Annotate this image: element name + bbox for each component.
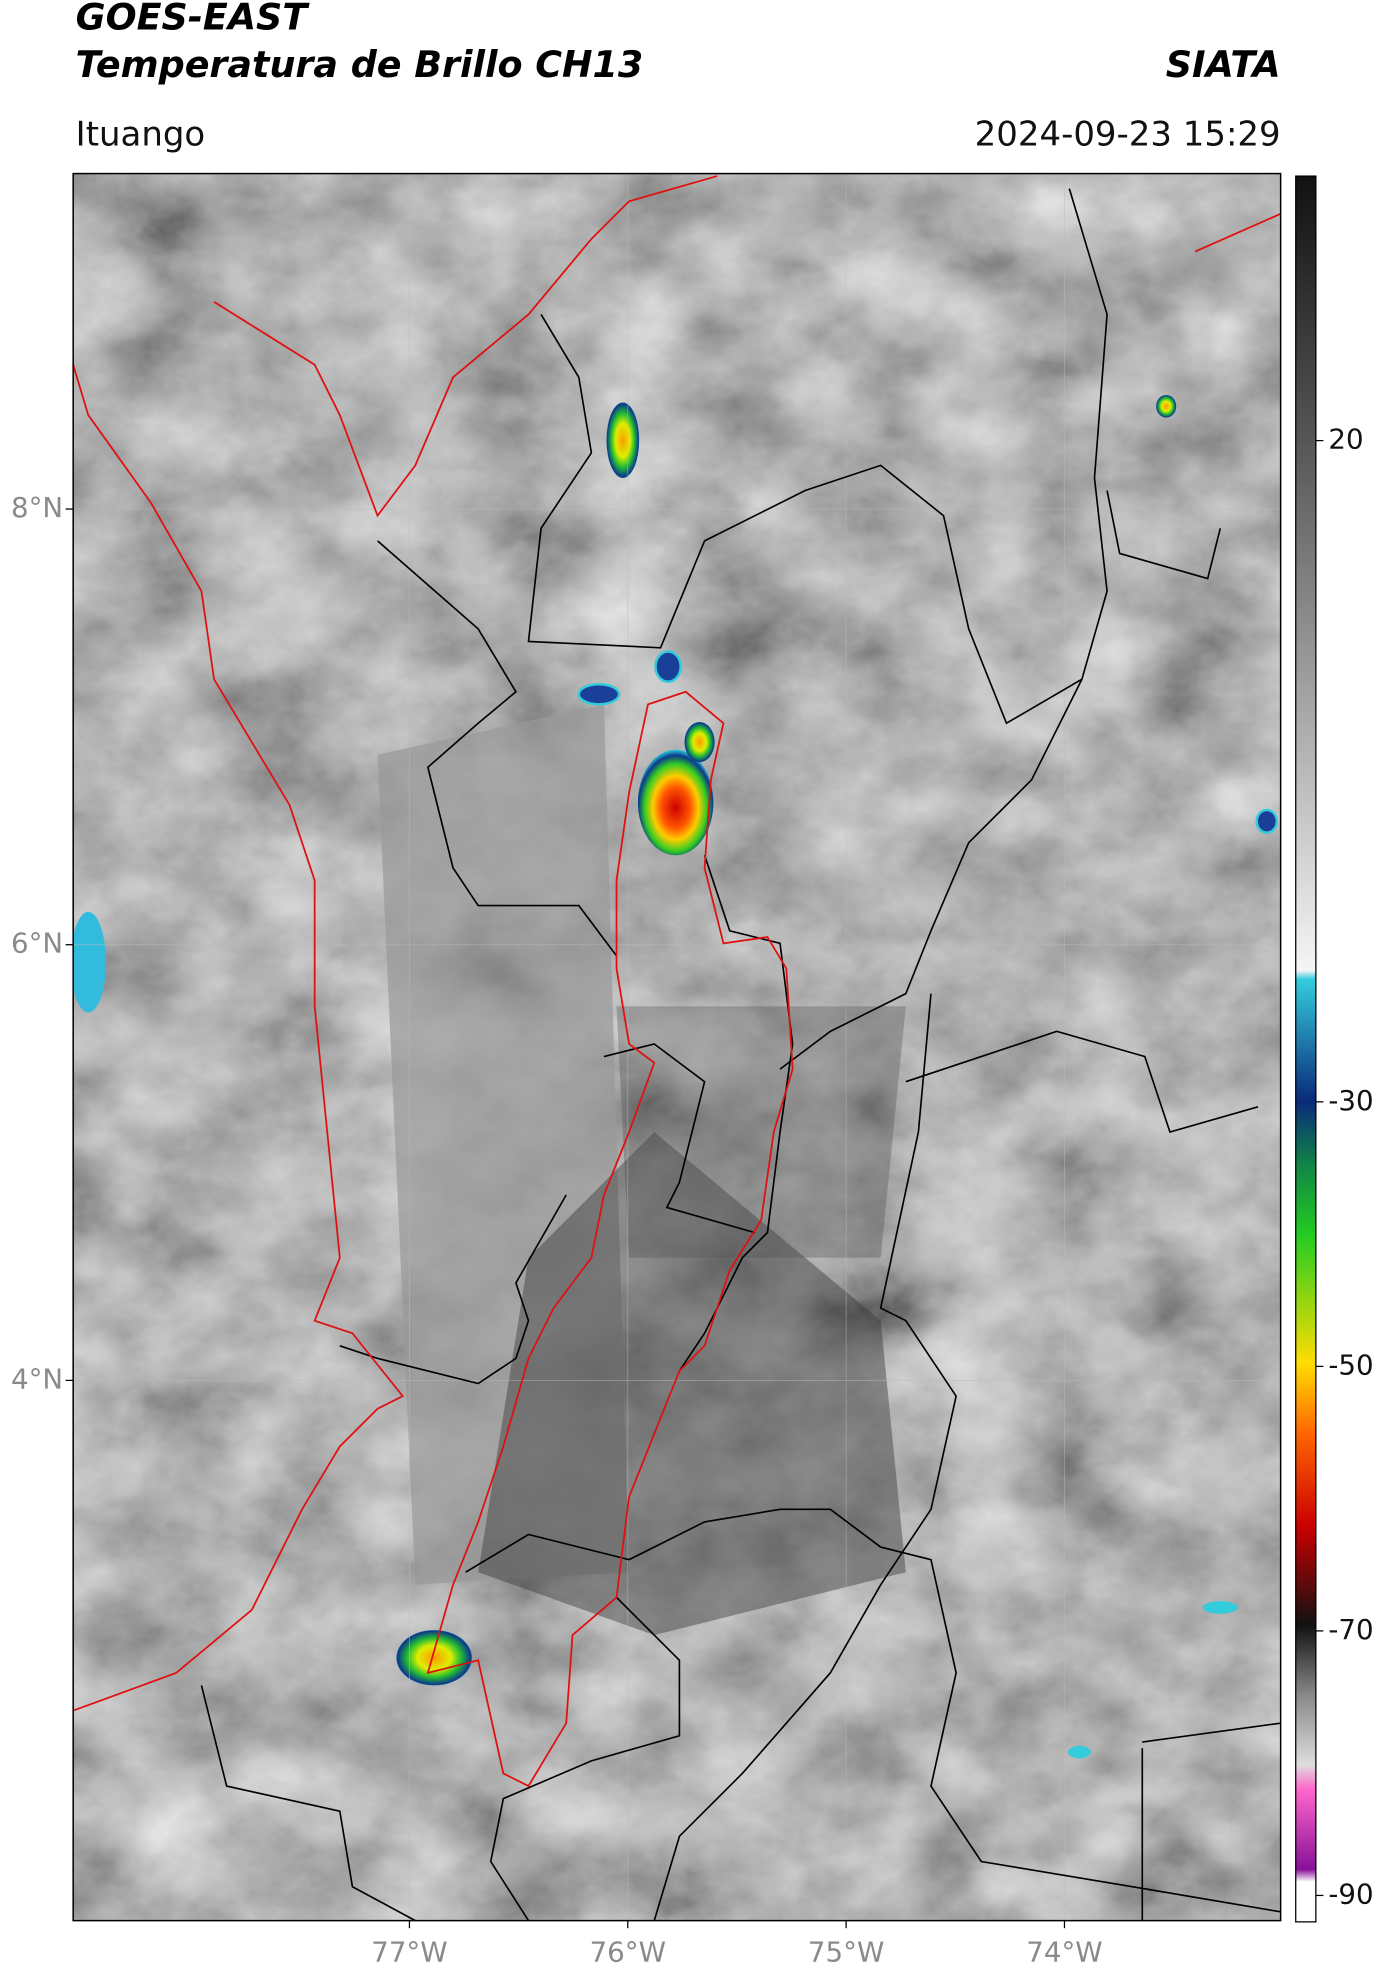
datetime: 2024-09-23 15:29 <box>975 114 1281 154</box>
lon-tick-label: 77°W <box>371 1935 447 1968</box>
cold-cloud <box>1255 808 1279 834</box>
colorbar-tick-label: -90 <box>1328 1877 1373 1910</box>
lat-tick-label: 8°N <box>11 491 63 524</box>
cold-cloud <box>73 911 106 1013</box>
lowland-area <box>377 704 630 1585</box>
lat-tick-label: 6°N <box>11 927 63 960</box>
cold-cloud <box>1068 1745 1091 1759</box>
convective-storm <box>637 749 714 856</box>
colorbar-tick-label: -70 <box>1328 1613 1373 1646</box>
axes: 8°N 6°N 4°N 77°W 76°W 75°W 74°W 20 -30 -50 -70 -90 <box>11 423 1374 1969</box>
colorbar <box>1295 175 1317 1923</box>
location: Ituango <box>76 114 206 154</box>
title: Temperatura de Brillo CH13 <box>76 43 644 86</box>
convective-storm <box>684 721 715 763</box>
lon-tick-label: 74°W <box>1026 1935 1102 1968</box>
lat-tick-label: 4°N <box>11 1362 63 1395</box>
colorbar-tick-label: -30 <box>1328 1084 1373 1117</box>
cold-cloud <box>654 650 682 683</box>
colorbar-tick-label: -50 <box>1328 1348 1373 1381</box>
title: GOES-EAST <box>76 0 311 38</box>
cold-cloud <box>1202 1601 1238 1614</box>
map-frame <box>72 172 1282 1922</box>
map-area <box>73 173 1281 1921</box>
graticule <box>73 173 1281 1921</box>
admin-borders <box>200 188 1281 1921</box>
convective-storm <box>1156 394 1177 418</box>
lon-tick-label: 76°W <box>590 1935 666 1968</box>
convective-storm <box>606 402 640 478</box>
colorbar-tick-label: 20 <box>1328 423 1363 456</box>
convective-storm <box>396 1630 472 1686</box>
cloud-texture <box>73 173 1281 1921</box>
brand: SIATA <box>1166 43 1281 86</box>
lon-tick-label: 75°W <box>808 1935 884 1968</box>
coastline-and-department <box>73 175 1281 1788</box>
cold-cloud <box>577 682 621 706</box>
